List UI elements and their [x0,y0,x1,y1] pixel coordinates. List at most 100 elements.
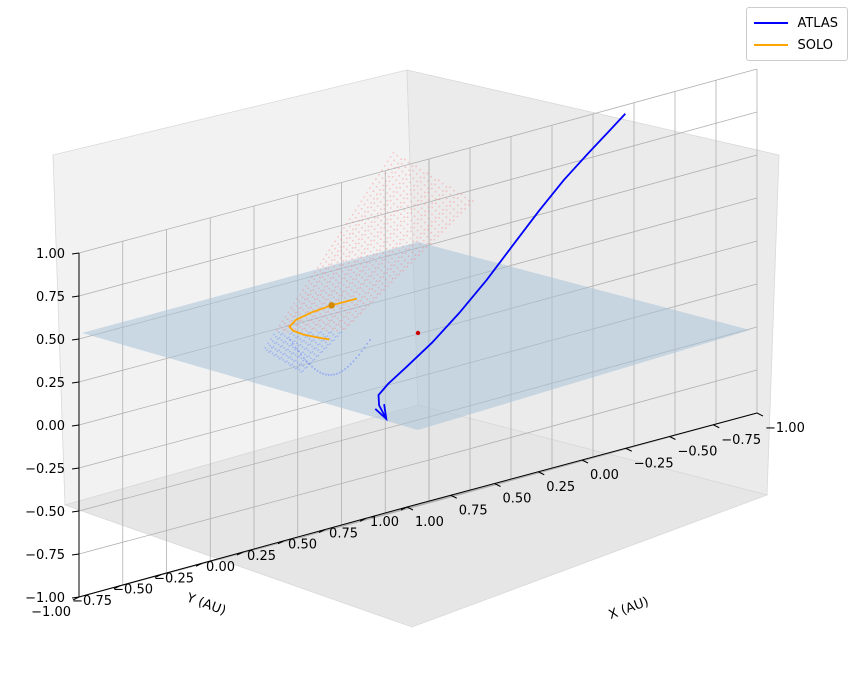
tail-particle [417,218,419,221]
tail-particle [298,363,301,366]
tail-particle [394,260,396,263]
tail-particle [412,244,414,247]
tail-particle [361,226,363,229]
x-tick-mark [450,494,457,499]
tail-particle [385,254,387,257]
tail-particle [361,296,363,298]
tail-particle [274,348,277,350]
tail-particle [324,298,327,301]
tail-particle [411,251,414,254]
tail-particle [390,264,393,267]
tail-particle [430,183,433,186]
tail-particle [340,325,342,328]
tail-particle [303,302,305,305]
tail-particle [351,314,354,316]
tail-particle [344,290,347,293]
tail-particle [348,255,351,258]
tail-particle [305,355,308,358]
tail-particle [319,351,322,354]
tail-particle [375,296,378,299]
tail-particle [347,269,350,271]
tail-particle [279,345,282,348]
tail-particle [270,346,273,349]
tail-particle [417,211,419,214]
tail-particle [442,208,444,211]
tail-particle [368,288,371,291]
z-tick-label: −1.00 [25,591,65,606]
tail-particle [403,220,406,223]
tail-particle [316,267,319,269]
tail-particle [276,338,279,340]
tail-particle [329,280,331,283]
tail-particle [318,307,320,309]
tail-particle [342,303,345,306]
tail-particle [316,369,319,372]
tail-particle [287,330,289,333]
tail-particle [287,357,290,359]
tail-particle [354,209,357,212]
tail-particle [452,215,455,218]
tail-particle [347,318,350,320]
tail-particle [372,284,374,287]
tail-particle [340,281,342,284]
tail-particle [291,340,294,343]
tail-particle [356,267,359,270]
tail-particle [349,225,351,228]
tail-particle [416,192,419,195]
tail-particle [387,168,390,171]
tail-particle [398,174,401,177]
tail-particle [310,306,312,309]
tail-particle [403,201,406,204]
tail-particle [312,339,315,342]
tail-particle [345,315,347,318]
tail-particle [290,352,293,355]
tail-particle [382,184,384,187]
tail-particle [373,216,376,219]
tail-particle [294,311,297,314]
tail-particle [390,214,392,217]
tail-particle [311,302,313,305]
tail-particle [347,262,350,265]
tail-particle [336,329,338,332]
tail-particle [369,301,371,303]
tail-particle [367,210,370,213]
tail-particle [348,244,351,247]
tail-particle [343,227,345,230]
tail-particle [319,276,321,279]
tail-particle [386,272,388,274]
tail-particle [325,329,328,332]
tail-particle [345,286,348,289]
tail-particle [416,180,418,183]
tail-particle [424,203,426,205]
tail-particle [427,224,430,227]
tail-particle [300,303,303,305]
tail-particle [350,265,353,267]
tail-particle [326,335,329,337]
tail-particle [389,187,391,190]
tail-particle [311,328,314,330]
tail-particle [395,273,398,276]
tail-particle [331,252,333,254]
tail-particle [317,354,320,357]
tail-particle [391,257,393,260]
tail-particle [399,186,402,189]
tail-particle [296,366,299,369]
tail-particle [460,200,463,203]
tail-particle [338,275,341,277]
tail-particle [331,283,334,286]
tail-particle [415,247,418,250]
tail-particle [276,355,279,358]
tail-particle [336,292,338,295]
tail-particle [456,204,459,207]
comet-tail [264,151,474,376]
x-tick-label: −0.50 [678,445,718,460]
tail-particle [419,168,421,171]
tail-particle [415,165,417,168]
z-tick-label: 1.00 [36,247,65,262]
tail-particle [299,338,301,340]
tail-particle [383,241,385,243]
tail-particle [336,268,338,271]
legend: ATLAS SOLO [746,7,848,61]
tail-particle [284,315,287,318]
x-tick-mark [713,424,720,429]
